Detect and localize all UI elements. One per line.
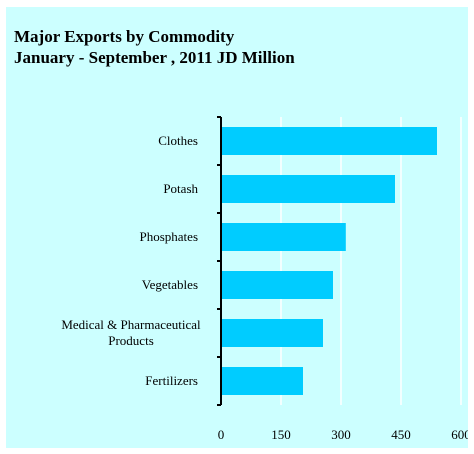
category-label: Phosphates (140, 229, 199, 244)
category-label: Fertilizers (145, 373, 198, 388)
bar-clothes (221, 127, 437, 155)
bar-potash (221, 175, 395, 203)
bar-vegetables (221, 271, 333, 299)
x-tick-label: 150 (271, 427, 291, 442)
x-tick-label: 300 (331, 427, 351, 442)
category-label: Vegetables (142, 277, 198, 292)
bar-phosphates (221, 223, 346, 251)
category-label: Medical & Pharmaceutical (61, 317, 201, 332)
chart-title: Major Exports by Commodity (14, 27, 235, 46)
bar-medical-pharmaceutical-products (221, 319, 323, 347)
x-tick-label: 450 (391, 427, 411, 442)
x-tick-label: 0 (218, 427, 225, 442)
bar-chart: Clothes Potash Phosphates Vegetables Medical… (61, 116, 468, 442)
x-tick-label: 600 (451, 427, 468, 442)
category-label: Potash (163, 181, 198, 196)
category-label: Products (108, 333, 154, 348)
category-label: Clothes (158, 133, 198, 148)
bar-fertilizers (221, 367, 303, 395)
chart-panel: Major Exports by Commodity January - Sep… (6, 7, 468, 448)
chart-subtitle: January - September , 2011 JD Million (14, 48, 295, 67)
